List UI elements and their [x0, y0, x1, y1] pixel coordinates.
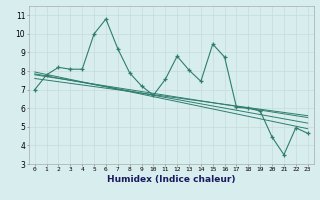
X-axis label: Humidex (Indice chaleur): Humidex (Indice chaleur)	[107, 175, 236, 184]
